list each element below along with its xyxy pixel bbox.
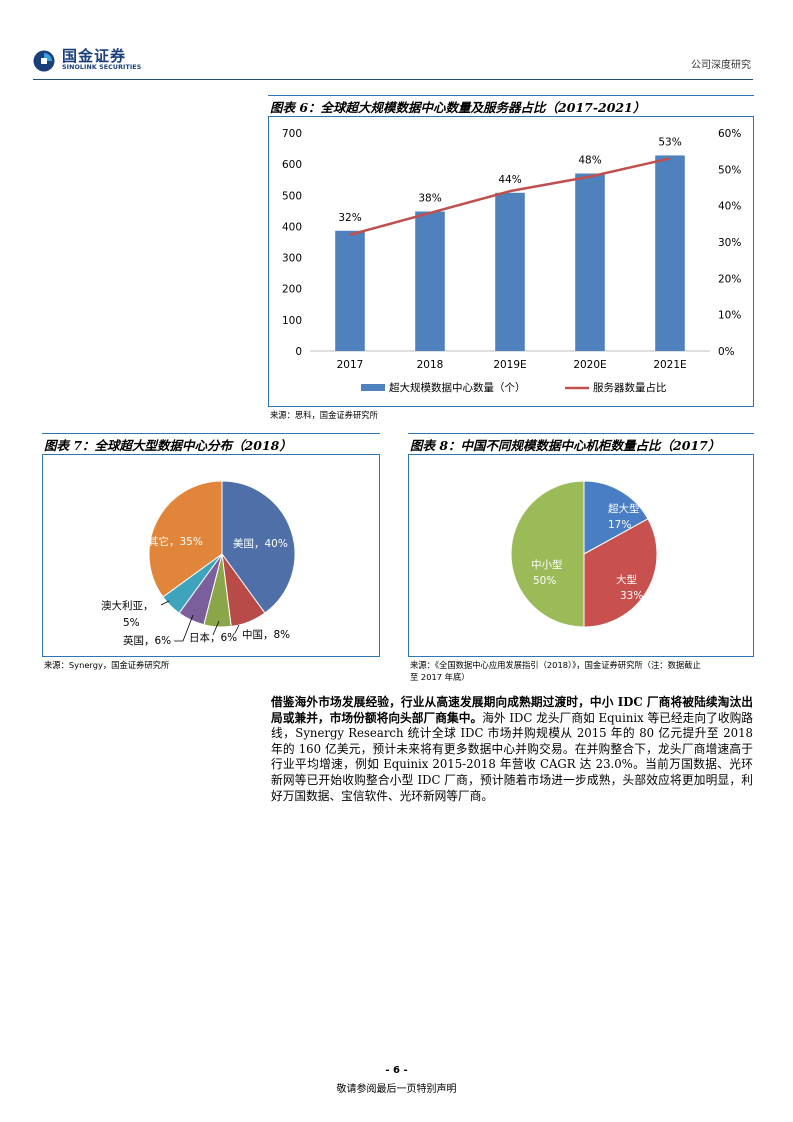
figure7-bottom-rule <box>42 656 380 657</box>
slice-label: 澳大利亚， <box>101 599 154 612</box>
footer-disclaimer: 敬请参阅最后一页特别声明 <box>336 1084 457 1095</box>
data-label: 48% <box>578 154 601 166</box>
slice-label: 美国，40% <box>233 537 288 550</box>
y-right-tick-label: 20% <box>718 273 741 285</box>
slice-label: 中小型 <box>531 558 563 571</box>
y-right-tick-label: 0% <box>718 346 735 358</box>
legend-line-label: 服务器数量占比 <box>593 381 667 394</box>
bar <box>335 230 365 351</box>
slice-label: 英国，6% <box>123 634 171 647</box>
y-left-tick-label: 500 <box>282 190 302 202</box>
legend-bar-swatch <box>361 384 385 391</box>
slice-label: 中国，8% <box>242 628 290 641</box>
figure8-source-line2: 至 2017 年底） <box>410 672 470 682</box>
slice-label: 5% <box>123 617 140 629</box>
figure6-chart: 0 100 200 300 400 500 600 700 0% 10% 20% 30% 40% 50% 6… <box>282 128 741 394</box>
report-type: 公司深度研究 <box>691 60 751 71</box>
y-right-tick-label: 60% <box>718 128 741 140</box>
data-label: 44% <box>498 174 521 186</box>
x-tick-label: 2019E <box>493 359 526 371</box>
figure8-frame: 超大型 17% 大型 33% 中小型 50% <box>408 455 754 656</box>
header-divider <box>33 79 753 80</box>
body-paragraph: 借鉴海外市场发展经验，行业从高速发展期向成熟期过渡时，中小 IDC 厂商将被陆续… <box>271 695 753 804</box>
slice-value-label: 33% <box>620 590 643 602</box>
figure8-title: 图表 8：中国不同规模数据中心机柜数量占比（2017） <box>408 433 754 455</box>
figure6-title: 图表 6：全球超大规模数据中心数量及服务器占比（2017-2021） <box>268 95 754 117</box>
figure8-chart: 超大型 17% 大型 33% 中小型 50% <box>510 480 658 628</box>
x-tick-label: 2018 <box>417 359 444 371</box>
y-left-tick-label: 0 <box>295 346 302 358</box>
figure6-frame: 0 100 200 300 400 500 600 700 0% 10% 20% 30% 40% 50% 6… <box>268 117 754 406</box>
pie-slice <box>148 480 223 598</box>
slice-label: 日本，6% <box>189 631 237 644</box>
body-text: 海外 IDC 龙头厂商如 Equinix 等已经走向了收购路线，Synergy … <box>271 710 753 803</box>
leader-line <box>234 624 240 634</box>
pie-slice <box>583 518 658 628</box>
pie-slice <box>510 480 585 628</box>
bar <box>575 173 605 351</box>
page-number: - 6 - <box>385 1065 408 1076</box>
y-right-tick-label: 30% <box>718 237 741 249</box>
x-tick-label: 2020E <box>573 359 606 371</box>
bar <box>655 155 685 351</box>
leader-line <box>174 614 194 642</box>
data-label: 32% <box>338 212 361 224</box>
company-name-en: SINOLINK SECURITIES <box>62 64 142 71</box>
company-name-cn: 国金证券 <box>62 47 127 65</box>
slice-value-label: 17% <box>608 519 631 531</box>
leader-line <box>212 620 220 636</box>
leader-line <box>160 600 170 606</box>
x-tick-label: 2021E <box>653 359 686 371</box>
slice-label: 大型 <box>616 573 637 586</box>
figure8-source-line1: 来源：《全国数据中心应用发展指引（2018）》，国金证券研究所（注：数据截止 <box>410 660 701 670</box>
y-right-tick-label: 10% <box>718 310 741 322</box>
y-left-tick-label: 700 <box>282 128 302 140</box>
figure7-title: 图表 7：全球超大型数据中心分布（2018） <box>42 433 380 455</box>
y-left-tick-label: 400 <box>282 221 302 233</box>
figure6-source: 来源：思科，国金证券研究所 <box>270 410 378 420</box>
pie-slice <box>221 480 296 614</box>
x-tick-label: 2017 <box>337 359 364 371</box>
figure6-bottom-rule <box>268 406 754 407</box>
data-label: 38% <box>418 192 441 204</box>
bar <box>495 192 525 351</box>
figure8-bottom-rule <box>408 656 754 657</box>
company-logo-icon <box>33 50 55 72</box>
series-line <box>349 157 671 236</box>
y-right-tick-label: 50% <box>718 164 741 176</box>
slice-label: 超大型 <box>608 502 640 515</box>
figure7-frame: 美国，40% 其它，35% 中国，8% 日本，6% 英国，6% 澳大利亚， 5% <box>42 455 380 656</box>
figure7-chart: 美国，40% 其它，35% 中国，8% 日本，6% 英国，6% 澳大利亚， 5% <box>101 480 296 647</box>
legend-bar-label: 超大规模数据中心数量（个） <box>389 381 526 394</box>
y-left-tick-label: 600 <box>282 159 302 171</box>
body-bold-lead: 借鉴海外市场发展经验，行业从高速发展期向成熟期过渡时，中小 IDC 厂商将被陆续… <box>271 695 753 725</box>
figure7-source: 来源：Synergy，国金证券研究所 <box>44 660 170 670</box>
slice-label: 其它，35% <box>148 535 203 548</box>
y-left-tick-label: 100 <box>282 315 302 327</box>
y-right-tick-label: 40% <box>718 201 741 213</box>
bar <box>415 211 445 351</box>
y-left-tick-label: 200 <box>282 284 302 296</box>
pie-slice <box>583 480 649 555</box>
y-left-tick-label: 300 <box>282 253 302 265</box>
data-label: 53% <box>658 136 681 148</box>
slice-value-label: 50% <box>533 575 556 587</box>
